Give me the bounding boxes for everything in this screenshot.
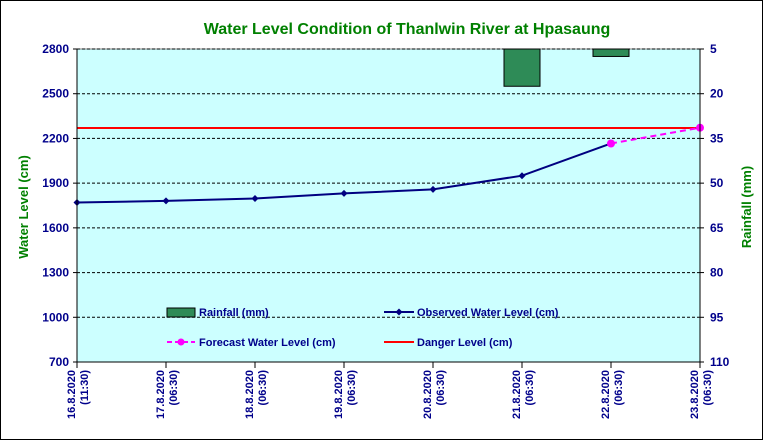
x-tick-label: 21.8.2020(06:30) [511,370,536,419]
y-tick-label: 1300 [42,266,69,280]
x-tick-label-line: (06:30) [613,370,625,406]
y-tick-label: 2500 [42,87,69,101]
legend-danger-label: Danger Level (cm) [417,337,513,349]
legend-observed-label: Observed Water Level (cm) [417,307,559,319]
water-level-lines [73,123,704,207]
x-tick-label: 17.8.2020(06:30) [155,370,180,419]
x-tick-label: 20.8.2020(06:30) [422,370,447,419]
y-tick-label: 2200 [42,131,69,145]
x-tick-label-line: (06:30) [702,370,714,406]
y-tick-label: 1000 [42,310,69,324]
x-tick-label: 19.8.2020(06:30) [333,370,358,419]
rainfall-bar [592,48,630,57]
y2-axis-title: Rainfall (mm) [739,166,754,248]
y-tick-label: 2800 [42,42,69,56]
y-tick-label: 700 [49,355,69,369]
x-tick-label-line: 16.8.2020 [66,370,78,419]
legend-rainfall-label: Rainfall (mm) [199,307,269,319]
legend-rainfall-swatch [166,307,196,318]
legend-observed-marker [395,308,403,316]
x-tick-label-line: 23.8.2020 [689,370,701,419]
x-tick-label-line: (11:30) [79,370,91,405]
y2-tick-label: 80 [710,266,724,280]
x-tick-label-line: 18.8.2020 [244,370,256,419]
y2-tick-label: 95 [710,310,724,324]
y2-tick-label: 5 [710,42,717,56]
x-tick-label: 18.8.2020(06:30) [244,370,269,419]
x-tick-label-line: (06:30) [435,370,447,406]
observed-point [251,194,259,202]
y2-tick-label: 110 [710,355,730,369]
x-tick-label-line: (06:30) [524,370,536,406]
x-tick-label-line: (06:30) [346,370,358,406]
y-axis-title: Water Level (cm) [16,155,31,259]
x-tick-label-line: 19.8.2020 [333,370,345,419]
observed-point [162,197,170,205]
x-tick-label-line: 22.8.2020 [600,370,612,419]
y-tick-label: 1600 [42,221,69,235]
x-tick-label: 16.8.2020(11:30) [66,370,91,419]
legend: Rainfall (mm) Observed Water Level (cm) Fo… [166,307,559,349]
x-tick-label-line: (06:30) [257,370,269,406]
legend-forecast-marker [177,338,185,346]
observed-point [518,172,526,180]
y2-tick-label: 50 [710,176,724,190]
chart-title: Water Level Condition of Thanlwin River … [204,21,611,38]
observed-point [429,185,437,193]
y2-tick-label: 65 [710,221,724,235]
forecast-line [610,126,701,145]
x-tick-label-line: 21.8.2020 [511,370,523,419]
x-tick-label: 23.8.2020(06:30) [689,370,714,419]
x-tick-label-line: 20.8.2020 [422,370,434,419]
forecast-point [607,139,615,148]
y2-tick-label: 20 [710,87,724,101]
rainfall-bar [503,48,541,87]
x-tick-label: 22.8.2020(06:30) [600,370,625,419]
y2-tick-label: 35 [710,131,724,145]
x-tick-label-line: 17.8.2020 [155,370,167,419]
axes: 700 1000 1300 1600 1900 2200 2500 2800 5 20 35 50 65… [42,42,729,419]
y-tick-label: 1900 [42,176,69,190]
legend-forecast-label: Forecast Water Level (cm) [199,337,336,349]
observed-point [340,189,348,197]
rainfall-bars [503,48,630,87]
x-tick-label-line: (06:30) [168,370,180,406]
gridlines [77,48,700,318]
